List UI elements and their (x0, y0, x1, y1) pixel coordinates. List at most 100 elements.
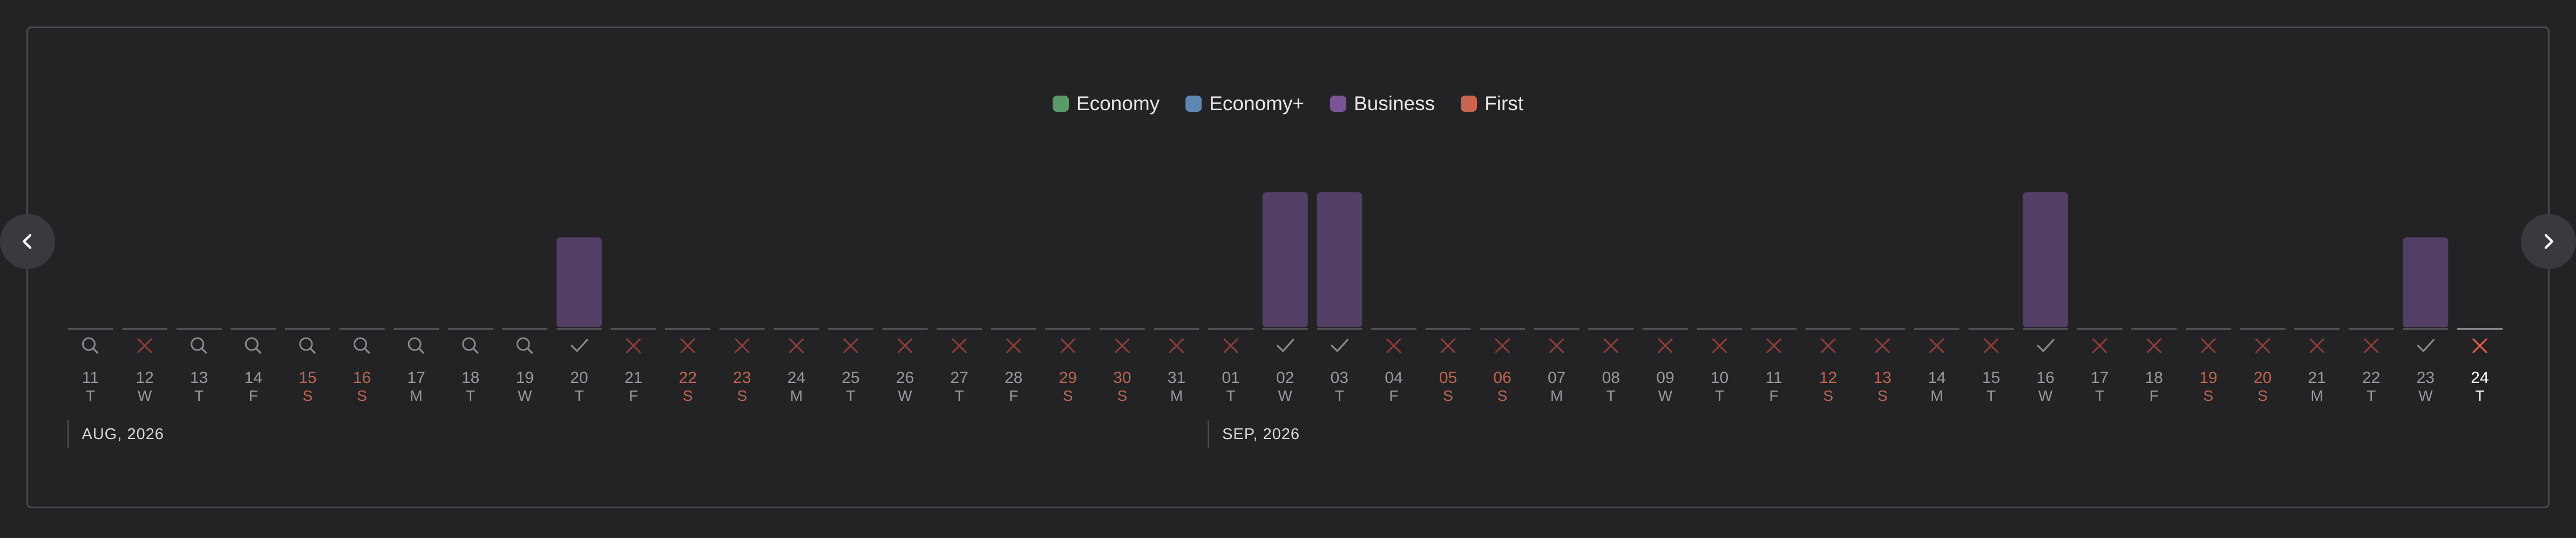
day-column[interactable]: 28F (991, 328, 1036, 404)
bar-business[interactable] (1317, 192, 1362, 327)
cross-icon (137, 338, 152, 353)
day-column[interactable]: 11T (67, 328, 113, 404)
weekday-label: W (1658, 387, 1673, 404)
legend-label: Business (1354, 92, 1435, 115)
day-column[interactable]: 26W (882, 328, 928, 404)
cross-icon (1495, 338, 1510, 353)
day-column[interactable]: 19S (2185, 328, 2231, 404)
day-column[interactable]: 15S (284, 328, 330, 404)
day-column[interactable]: 14M (1914, 328, 1960, 404)
day-column[interactable]: 24M (774, 328, 819, 404)
weekday-label: S (303, 387, 313, 404)
day-number: 25 (842, 369, 859, 387)
day-column[interactable]: 16S (339, 328, 385, 404)
legend-swatch (1330, 96, 1346, 112)
day-column[interactable]: 19W (502, 328, 548, 404)
day-number: 16 (2036, 369, 2054, 387)
legend-item-economy-plus[interactable]: Economy+ (1185, 92, 1304, 115)
day-column[interactable]: 01T (1208, 328, 1254, 404)
day-column[interactable]: 18T (448, 328, 493, 404)
day-column[interactable]: 21M (2294, 328, 2340, 404)
day-column[interactable]: 05S (1425, 328, 1471, 404)
legend-item-first[interactable]: First (1461, 92, 1523, 115)
search-icon (516, 337, 533, 354)
day-column[interactable]: 22T (2348, 328, 2394, 404)
day-column[interactable]: 12S (1805, 328, 1851, 404)
day-column[interactable]: 25T (828, 328, 873, 404)
day-column[interactable]: 06S (1480, 328, 1526, 404)
day-column[interactable]: 23W (2403, 237, 2449, 404)
day-column[interactable]: 09W (1642, 328, 1688, 404)
day-column[interactable]: 10T (1697, 328, 1743, 404)
weekday-label: S (1823, 387, 1833, 404)
day-column[interactable]: 27T (937, 328, 982, 404)
search-icon (299, 337, 316, 354)
day-column[interactable]: 11F (1751, 328, 1797, 404)
day-column[interactable]: 29S (1045, 328, 1091, 404)
weekday-label: W (518, 387, 532, 404)
cross-icon (1929, 338, 1944, 353)
day-column[interactable]: 14F (231, 328, 276, 404)
day-column[interactable]: 07M (1534, 328, 1580, 404)
bar-business[interactable] (1262, 192, 1308, 327)
day-column[interactable]: 21F (611, 328, 656, 404)
day-column[interactable]: 13T (176, 328, 222, 404)
day-column[interactable]: 20S (2240, 328, 2286, 404)
day-column[interactable]: 08T (1588, 328, 1634, 404)
cross-icon (1603, 338, 1618, 353)
legend-item-economy[interactable]: Economy (1052, 92, 1160, 115)
day-number: 10 (1711, 369, 1728, 387)
cross-icon (1875, 338, 1890, 353)
weekday-label: F (249, 387, 258, 404)
day-number: 19 (516, 369, 534, 387)
day-column[interactable]: 03T (1317, 192, 1362, 404)
cross-icon (1060, 338, 1075, 353)
day-column[interactable]: 16W (2023, 192, 2069, 404)
cross-icon (2364, 338, 2379, 353)
cross-icon (680, 338, 695, 353)
cross-icon (1549, 338, 1564, 353)
day-column[interactable]: 17M (394, 328, 439, 404)
day-column[interactable]: 22S (665, 328, 711, 404)
day-column[interactable]: 02W (1262, 192, 1308, 404)
day-number: 03 (1331, 369, 1348, 387)
bar-business[interactable] (2023, 192, 2069, 327)
check-icon (1277, 339, 1294, 352)
weekday-label: S (683, 387, 693, 404)
cross-icon (952, 338, 967, 353)
day-number: 05 (1439, 369, 1457, 387)
weekday-label: T (1335, 387, 1344, 404)
weekday-label: S (2258, 387, 2268, 404)
day-column[interactable]: 13S (1860, 328, 1906, 404)
search-icon (191, 337, 207, 354)
day-column[interactable]: 30S (1099, 328, 1145, 404)
bar-business[interactable] (2403, 237, 2449, 327)
cross-icon (1712, 338, 1727, 353)
check-icon (1331, 339, 1348, 352)
day-column[interactable]: 04F (1371, 328, 1416, 404)
day-column[interactable]: 20T (556, 237, 602, 404)
day-number: 28 (1005, 369, 1022, 387)
bar-business[interactable] (556, 237, 602, 327)
day-number: 12 (135, 369, 153, 387)
day-column[interactable]: 17T (2077, 328, 2123, 404)
legend: Economy Economy+ Business First (0, 92, 2576, 115)
weekday-label: T (86, 387, 95, 404)
prev-button[interactable] (0, 214, 55, 269)
legend-swatch (1052, 96, 1069, 112)
cross-icon (1386, 338, 1401, 353)
day-column[interactable]: 31M (1154, 328, 1199, 404)
legend-item-business[interactable]: Business (1330, 92, 1435, 115)
day-column[interactable]: 23S (719, 328, 765, 404)
weekday-label: F (2150, 387, 2159, 404)
day-number: 15 (1982, 369, 2000, 387)
day-column[interactable]: 12W (122, 328, 168, 404)
day-column[interactable]: 24T (2457, 328, 2503, 404)
day-column[interactable]: 18F (2131, 328, 2177, 404)
day-column[interactable]: 15T (1968, 328, 2014, 404)
next-button[interactable] (2521, 214, 2576, 269)
legend-label: Economy+ (1209, 92, 1304, 115)
cross-icon (1658, 338, 1673, 353)
day-number: 04 (1385, 369, 1402, 387)
cross-icon (1223, 338, 1238, 353)
